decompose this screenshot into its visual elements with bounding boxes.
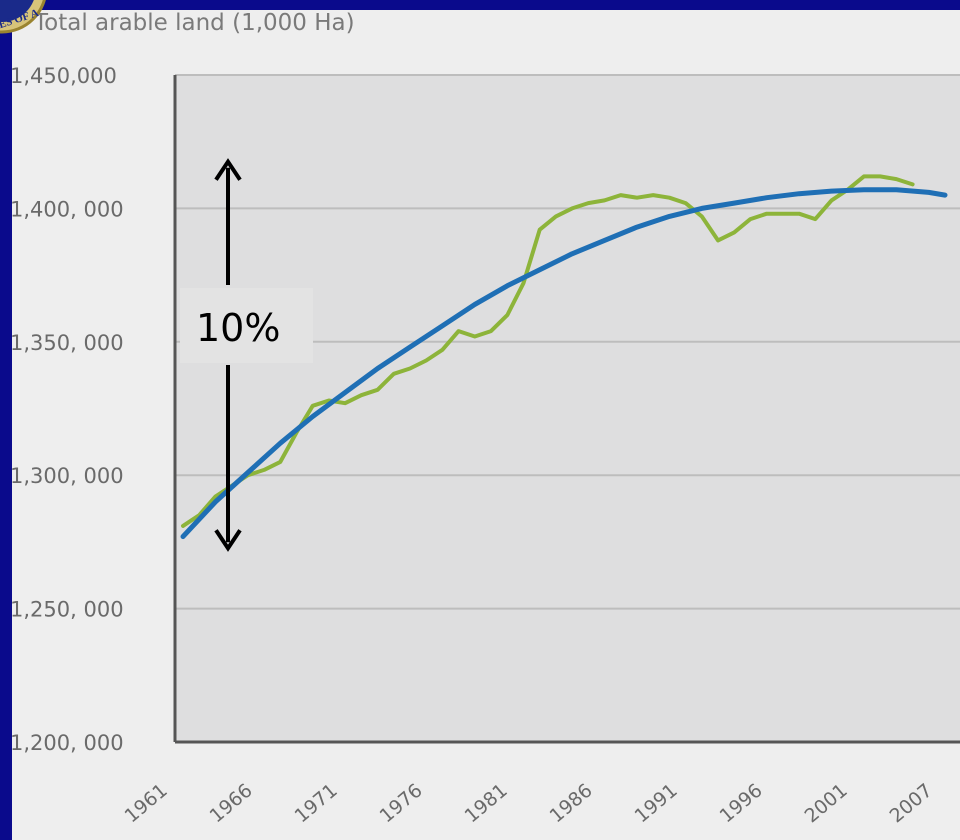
series-line-actual (181, 174, 915, 528)
x-tick-label: 1976 (376, 779, 427, 827)
y-tick-label: 1,250, 000 (10, 598, 124, 622)
x-tick-label: 2007 (886, 779, 937, 827)
y-tick-label: 1,300, 000 (10, 464, 124, 488)
y-tick-label: 1,450,000 (10, 64, 117, 88)
y-tick-label: 1,200, 000 (10, 731, 124, 755)
annotation-arrowhead-up (214, 158, 242, 181)
x-tick-label: 1981 (461, 779, 512, 827)
y-tick-label: 1,400, 000 (10, 197, 124, 221)
x-tick-label: 1986 (546, 779, 597, 827)
annotation-label-box (180, 288, 313, 363)
annotation-label: 10% (196, 306, 280, 350)
x-tick-label: 1966 (206, 779, 257, 827)
series-layer (180, 174, 948, 540)
series-line-trend (180, 187, 948, 540)
x-tick-label: 1961 (121, 779, 172, 827)
y-tick-label: 1,350, 000 (10, 331, 124, 355)
plot-layer (175, 75, 960, 742)
x-tick-label: 1996 (716, 779, 767, 827)
annotation-layer: 10% (180, 158, 313, 552)
seal-logo: ES OF A (0, 0, 50, 34)
x-tick-label: 1991 (631, 779, 682, 827)
chart-title: Total arable land (1,000 Ha) (33, 10, 355, 36)
x-tick-label: 2001 (801, 779, 852, 827)
x-tick-label: 1971 (291, 779, 342, 827)
annotation-arrowhead-down (214, 529, 242, 552)
plot-background (175, 75, 960, 742)
